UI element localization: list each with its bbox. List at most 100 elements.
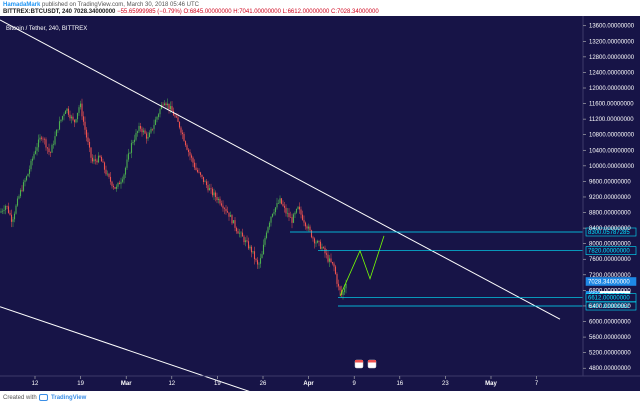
candle-body <box>234 220 236 228</box>
candle-body <box>261 254 263 259</box>
candle-body <box>280 198 283 204</box>
candle-body <box>286 212 289 214</box>
candle-body <box>180 127 182 133</box>
candle-body <box>55 129 58 137</box>
candle-body <box>268 222 271 228</box>
y-tick-label: 12000.00000000 <box>589 86 635 92</box>
candle-body <box>228 212 230 217</box>
author-link[interactable]: HamadaMark <box>3 2 41 8</box>
candle-body <box>270 216 272 223</box>
candle-body <box>267 227 269 233</box>
calendar-icon <box>367 359 377 369</box>
candle-body <box>202 176 205 183</box>
candle-body <box>252 251 254 253</box>
candle-body <box>210 188 212 189</box>
candle-body <box>0 211 2 213</box>
candle-body <box>307 226 310 229</box>
candle-body <box>249 246 251 249</box>
candle-body <box>313 238 316 244</box>
candle-body <box>40 137 43 139</box>
x-tick-label: 9 <box>353 381 357 387</box>
candle-body <box>295 208 298 213</box>
candle-body <box>76 112 79 120</box>
candle-body <box>133 139 136 142</box>
candle-body <box>124 167 127 175</box>
candle-body <box>294 212 296 215</box>
candle-body <box>22 182 25 191</box>
footer: Created with TradingView <box>0 391 640 403</box>
high-value: H:7041.00000000 <box>233 9 281 15</box>
candle-body <box>36 147 38 151</box>
x-tick-label: Mar <box>121 381 132 387</box>
y-tick-label: 13200.00000000 <box>589 39 635 45</box>
x-tick-label: 12 <box>168 381 175 387</box>
y-tick-label: 11600.00000000 <box>589 102 634 108</box>
candle-body <box>297 206 299 209</box>
candle-body <box>7 206 10 213</box>
x-tick-label: 16 <box>396 381 403 387</box>
x-tick-label: 23 <box>442 381 449 387</box>
candle-body <box>106 173 109 175</box>
candle-body <box>96 160 98 163</box>
candle-body <box>67 108 70 115</box>
candle-body <box>130 143 133 153</box>
calendar-icon-header <box>355 360 363 363</box>
candle-body <box>190 155 193 158</box>
candle-body <box>156 116 158 120</box>
x-tick-label: 19 <box>214 381 221 387</box>
candle-body <box>27 173 29 177</box>
candle-body <box>186 145 188 150</box>
candle-body <box>9 212 11 215</box>
candle-body <box>226 211 229 213</box>
trendline <box>0 306 286 403</box>
candle-body <box>1 210 4 212</box>
candle-body <box>88 141 91 148</box>
candle-body <box>132 141 134 144</box>
candle-body <box>193 162 196 168</box>
candle-body <box>330 258 332 263</box>
candle-body <box>292 214 295 223</box>
candle-body <box>336 273 338 284</box>
price-chart[interactable]: Bitcoin / Tether, 240, BITTREX 8300.0578… <box>0 16 640 403</box>
candle-body <box>63 114 65 117</box>
candle-body <box>312 237 314 239</box>
price-label: 6612.00000000 <box>588 296 630 302</box>
candle-body <box>220 203 223 206</box>
x-tick-label: 26 <box>260 381 267 387</box>
candle-body <box>331 262 334 264</box>
candle-body <box>45 139 47 148</box>
chart-area[interactable]: Bitcoin / Tether, 240, BITTREX 8300.0578… <box>0 16 640 403</box>
candle-body <box>192 157 194 163</box>
created-with: Created with TradingView <box>3 394 86 401</box>
candle-body <box>52 144 55 145</box>
candle-body <box>339 286 341 291</box>
candle-body <box>138 125 140 132</box>
candle-body <box>70 116 73 119</box>
candle-body <box>115 186 118 189</box>
candle-body <box>163 103 166 106</box>
candle-body <box>123 174 125 180</box>
candle-body <box>129 152 131 154</box>
candle-body <box>277 203 280 204</box>
tradingview-brand[interactable]: TradingView <box>51 395 87 402</box>
candle-body <box>300 209 302 215</box>
y-tick-label: 12800.00000000 <box>589 55 635 61</box>
candle-body <box>333 263 335 267</box>
candle-body <box>82 116 85 122</box>
candle-body <box>99 155 101 157</box>
calendar-icon-header <box>368 360 376 363</box>
candle-body <box>142 130 145 133</box>
price-label-box <box>585 293 637 302</box>
candle-body <box>73 119 76 123</box>
candle-body <box>10 214 13 222</box>
candle-body <box>199 172 202 175</box>
candle-body <box>93 159 95 162</box>
y-tick-label: 10800.00000000 <box>589 133 635 139</box>
candle-body <box>105 169 107 175</box>
candle-body <box>49 152 52 153</box>
candle-body <box>34 150 37 154</box>
candle-body <box>24 180 26 183</box>
open-value: O:6845.00000000 <box>183 9 232 15</box>
candle-body <box>51 144 53 153</box>
candle-body <box>168 103 170 110</box>
